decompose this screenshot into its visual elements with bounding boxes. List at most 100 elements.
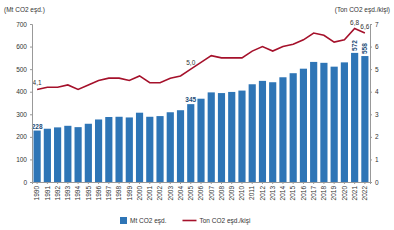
tick-mark bbox=[211, 182, 212, 184]
bar bbox=[197, 99, 204, 182]
chart: 2283455725584,15,06,86,60100200300400500… bbox=[0, 0, 394, 230]
tick: 4 bbox=[370, 88, 379, 95]
legend-label: Mt CO2 eşd. bbox=[130, 217, 167, 225]
bar bbox=[54, 127, 61, 182]
bar bbox=[269, 82, 276, 182]
tick: 1999 bbox=[126, 182, 133, 200]
tick-label: 2021 bbox=[351, 186, 358, 201]
tick-mark bbox=[149, 182, 150, 184]
data-label: 6,6 bbox=[360, 23, 369, 30]
bar bbox=[259, 81, 266, 182]
tick-label: 2018 bbox=[320, 186, 327, 201]
tick: 2018 bbox=[320, 182, 327, 200]
tick: 100 bbox=[16, 156, 32, 163]
tick-label: 1995 bbox=[85, 186, 92, 201]
tick-mark bbox=[252, 182, 253, 184]
bar bbox=[177, 110, 184, 182]
tick: 6 bbox=[370, 43, 379, 50]
tick-label: 2003 bbox=[167, 186, 174, 201]
bar bbox=[64, 126, 71, 182]
x-axis: 1990199119921993199419951996199719981999… bbox=[33, 182, 371, 200]
tick-label: 2004 bbox=[177, 186, 184, 201]
tick-mark bbox=[303, 182, 304, 184]
bar bbox=[228, 92, 235, 182]
tick: 1994 bbox=[74, 182, 81, 200]
tick: 2001 bbox=[146, 182, 153, 200]
tick-label: 2009 bbox=[228, 186, 235, 201]
tick-mark bbox=[108, 182, 109, 184]
data-label: 572 bbox=[351, 40, 358, 51]
tick-mark bbox=[88, 182, 89, 184]
tick: 400 bbox=[16, 88, 32, 95]
bar bbox=[156, 116, 163, 182]
y2-axis: 01234567 bbox=[370, 21, 379, 186]
bar bbox=[187, 104, 194, 182]
tick: 700 bbox=[16, 21, 32, 28]
bar bbox=[300, 69, 307, 182]
tick: 1993 bbox=[64, 182, 71, 200]
tick-mark bbox=[370, 47, 372, 48]
tick-label: 2006 bbox=[197, 186, 204, 201]
data-label: 6,8 bbox=[350, 19, 359, 26]
tick-mark bbox=[334, 182, 335, 184]
tick: 1996 bbox=[95, 182, 102, 200]
tick: 2019 bbox=[330, 182, 337, 200]
tick-mark bbox=[139, 182, 140, 184]
tick: 1998 bbox=[115, 182, 122, 200]
bar bbox=[310, 62, 317, 182]
tick: 2006 bbox=[197, 182, 204, 200]
tick: 2014 bbox=[279, 182, 286, 200]
bar bbox=[146, 117, 153, 182]
line bbox=[37, 29, 365, 90]
tick: 1992 bbox=[54, 182, 61, 200]
bar bbox=[105, 117, 112, 182]
tick-mark bbox=[30, 114, 32, 115]
bar bbox=[136, 113, 143, 182]
bar bbox=[290, 73, 297, 182]
data-label: 228 bbox=[32, 123, 43, 130]
bar bbox=[126, 117, 133, 182]
tick-label: 2007 bbox=[208, 186, 215, 201]
bar bbox=[361, 56, 368, 182]
tick: 2004 bbox=[177, 182, 184, 200]
tick-mark bbox=[262, 182, 263, 184]
tick: 2005 bbox=[187, 182, 194, 200]
bar bbox=[279, 77, 286, 182]
tick-label: 3 bbox=[375, 111, 379, 118]
tick-mark bbox=[98, 182, 99, 184]
y-axis: 0100200300400500600700 bbox=[16, 21, 32, 186]
tick: 300 bbox=[16, 111, 32, 118]
tick-mark bbox=[282, 182, 283, 184]
tick: 2000 bbox=[136, 182, 143, 200]
plot-area: 2283455725584,15,06,86,60100200300400500… bbox=[16, 19, 379, 201]
tick-mark bbox=[344, 182, 345, 184]
tick-label: 1999 bbox=[126, 186, 133, 201]
bar bbox=[34, 131, 41, 182]
tick: 2009 bbox=[228, 182, 235, 200]
tick: 2013 bbox=[269, 182, 276, 200]
data-label: 558 bbox=[361, 43, 368, 54]
tick: 0 bbox=[23, 179, 32, 186]
tick-label: 2 bbox=[375, 133, 379, 140]
tick-mark bbox=[37, 182, 38, 184]
tick-mark bbox=[370, 137, 372, 138]
tick-mark bbox=[30, 92, 32, 93]
bar bbox=[249, 84, 256, 182]
tick-mark bbox=[30, 159, 32, 160]
tick-mark bbox=[313, 182, 314, 184]
bar bbox=[238, 91, 245, 182]
tick-mark bbox=[30, 24, 32, 25]
tick-label: 0 bbox=[375, 179, 379, 186]
bar bbox=[208, 92, 215, 182]
data-labels: 2283455725584,15,06,86,6 bbox=[32, 19, 370, 130]
tick-mark bbox=[364, 182, 365, 184]
tick-mark bbox=[221, 182, 222, 184]
tick-label: 2008 bbox=[218, 186, 225, 201]
tick-label: 2011 bbox=[248, 186, 255, 200]
legend-swatch bbox=[182, 220, 196, 222]
tick: 2015 bbox=[289, 182, 296, 200]
tick: 2022 bbox=[361, 182, 368, 200]
data-label: 345 bbox=[185, 96, 196, 103]
tick: 1 bbox=[370, 156, 379, 163]
data-label: 4,1 bbox=[33, 79, 42, 86]
